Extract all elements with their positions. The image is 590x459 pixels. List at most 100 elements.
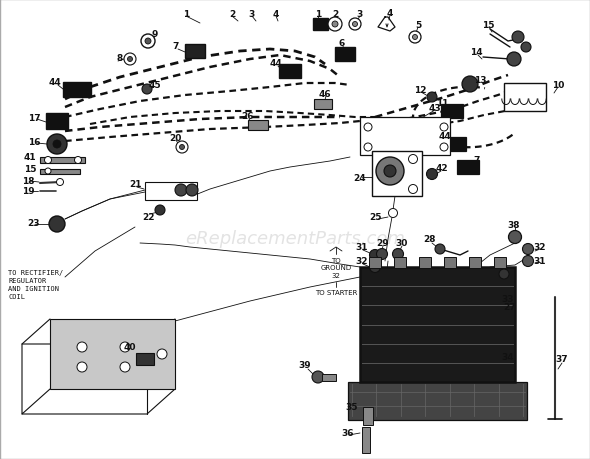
Circle shape <box>412 35 418 40</box>
Text: 33: 33 <box>502 295 514 304</box>
Bar <box>279 65 301 79</box>
Text: 5: 5 <box>415 21 421 29</box>
Text: 28: 28 <box>424 235 436 244</box>
Bar <box>394 257 406 269</box>
Text: 44: 44 <box>270 58 283 67</box>
Text: 7: 7 <box>474 155 480 164</box>
Bar <box>494 257 506 269</box>
Text: 19: 19 <box>22 186 34 195</box>
Polygon shape <box>50 319 175 389</box>
Circle shape <box>523 244 533 255</box>
Circle shape <box>176 142 188 154</box>
Text: 46: 46 <box>319 90 332 98</box>
Circle shape <box>392 249 404 260</box>
Text: 3: 3 <box>249 10 255 18</box>
Circle shape <box>124 54 136 66</box>
Circle shape <box>352 22 358 28</box>
Bar <box>363 407 373 425</box>
Circle shape <box>328 18 342 32</box>
Circle shape <box>507 53 521 67</box>
Circle shape <box>440 144 448 151</box>
Circle shape <box>49 217 65 233</box>
Circle shape <box>157 349 167 359</box>
Bar <box>185 45 205 59</box>
Bar <box>372 151 422 196</box>
Text: 38: 38 <box>508 220 520 229</box>
Text: 43: 43 <box>429 103 441 112</box>
Text: 17: 17 <box>28 113 40 122</box>
Circle shape <box>145 39 151 45</box>
Bar <box>444 257 456 269</box>
Text: 4: 4 <box>273 10 279 18</box>
Text: 7: 7 <box>173 41 179 50</box>
Bar <box>40 170 80 174</box>
Circle shape <box>409 32 421 44</box>
Circle shape <box>376 249 388 260</box>
Text: TO STARTER: TO STARTER <box>315 289 357 295</box>
Bar <box>348 382 527 420</box>
Text: 36: 36 <box>342 429 354 437</box>
Bar <box>314 100 332 110</box>
Circle shape <box>53 141 61 149</box>
Circle shape <box>462 77 478 93</box>
Text: 32: 32 <box>356 257 368 266</box>
Circle shape <box>74 157 81 164</box>
Text: 21: 21 <box>129 179 141 188</box>
Text: 44: 44 <box>48 77 61 86</box>
Text: 31: 31 <box>356 243 368 252</box>
Circle shape <box>376 157 404 185</box>
Text: 30: 30 <box>396 239 408 248</box>
Circle shape <box>57 179 64 186</box>
Text: 8: 8 <box>117 53 123 62</box>
Circle shape <box>427 93 437 103</box>
Text: eReplacementParts.com: eReplacementParts.com <box>185 230 405 248</box>
Circle shape <box>369 262 381 273</box>
Bar <box>63 82 91 97</box>
Text: 25: 25 <box>370 213 382 222</box>
Text: 24: 24 <box>353 173 366 182</box>
Text: 13: 13 <box>474 75 486 84</box>
Text: 16: 16 <box>28 137 40 146</box>
Circle shape <box>179 145 185 150</box>
Bar <box>362 427 370 453</box>
Circle shape <box>175 185 187 196</box>
Bar <box>313 19 327 31</box>
Bar <box>322 374 336 381</box>
Text: 2: 2 <box>332 10 338 18</box>
Text: 4: 4 <box>387 8 393 17</box>
Circle shape <box>364 144 372 151</box>
Circle shape <box>77 342 87 352</box>
Text: 41: 41 <box>24 152 37 161</box>
Text: 1: 1 <box>315 10 321 18</box>
Bar <box>441 105 463 119</box>
Circle shape <box>521 43 531 53</box>
Text: 15: 15 <box>24 164 36 173</box>
Circle shape <box>312 371 324 383</box>
Text: 44: 44 <box>438 131 451 140</box>
Bar <box>504 84 546 112</box>
Bar <box>46 114 68 130</box>
Bar <box>145 183 197 201</box>
Circle shape <box>427 169 438 180</box>
Bar <box>335 48 355 62</box>
Circle shape <box>120 342 130 352</box>
Text: 42: 42 <box>435 163 448 172</box>
Text: 9: 9 <box>152 29 158 39</box>
Text: 27: 27 <box>504 303 516 312</box>
Circle shape <box>509 231 522 244</box>
Circle shape <box>512 32 524 44</box>
Bar <box>360 118 450 156</box>
Circle shape <box>44 157 51 164</box>
Text: 2: 2 <box>229 10 235 18</box>
Text: 3: 3 <box>357 10 363 18</box>
Circle shape <box>369 250 381 261</box>
Text: 32: 32 <box>534 242 546 251</box>
Circle shape <box>440 124 448 132</box>
Text: 20: 20 <box>169 133 181 142</box>
Circle shape <box>127 57 133 62</box>
Text: 45: 45 <box>149 80 161 90</box>
Bar <box>457 161 479 174</box>
Text: 39: 39 <box>299 361 312 369</box>
Text: 23: 23 <box>27 219 40 228</box>
Circle shape <box>408 185 418 194</box>
